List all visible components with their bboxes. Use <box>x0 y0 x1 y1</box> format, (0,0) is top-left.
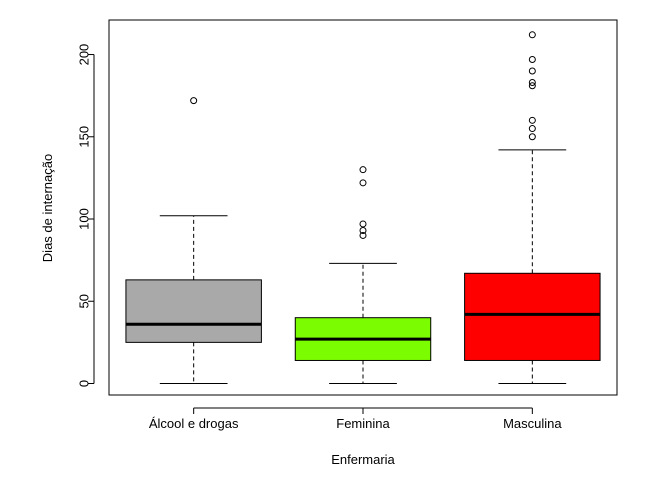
outlier-point <box>528 79 536 86</box>
outlier-point <box>528 116 536 124</box>
outlier-point <box>528 55 536 63</box>
outlier-point <box>528 133 536 141</box>
y-tick-label: 200 <box>77 44 92 66</box>
y-tick-label: 150 <box>77 126 92 148</box>
boxes <box>125 31 601 384</box>
outlier-point <box>359 179 367 187</box>
plot-frame <box>108 19 618 396</box>
outlier-point <box>190 97 198 105</box>
x-tick-label: Feminina <box>336 416 390 431</box>
outlier-point <box>528 125 536 133</box>
box-group <box>294 166 432 384</box>
outlier-point <box>528 31 536 39</box>
x-tick-label: Masculina <box>503 416 562 431</box>
outlier-point <box>359 231 367 239</box>
y-tick-label: 0 <box>77 380 92 387</box>
outlier-point <box>359 227 367 235</box>
box-iqr <box>125 279 262 343</box>
box-iqr <box>464 272 601 361</box>
x-axis-title: Enfermaria <box>331 452 395 467</box>
x-axis: Álcool e drogas Feminina Masculina <box>149 407 562 431</box>
y-tick-label: 100 <box>77 208 92 230</box>
y-axis: 0 50 100 150 200 <box>77 44 95 387</box>
outlier-point <box>359 166 367 174</box>
outlier-point <box>528 82 536 90</box>
x-tick-label: Álcool e drogas <box>149 416 239 431</box>
y-tick-label: 50 <box>77 294 92 308</box>
box-group <box>464 31 601 384</box>
box-group <box>125 97 262 384</box>
y-axis-title: Dias de internação <box>40 154 55 262</box>
outlier-point <box>359 220 367 228</box>
outlier-point <box>528 67 536 75</box>
